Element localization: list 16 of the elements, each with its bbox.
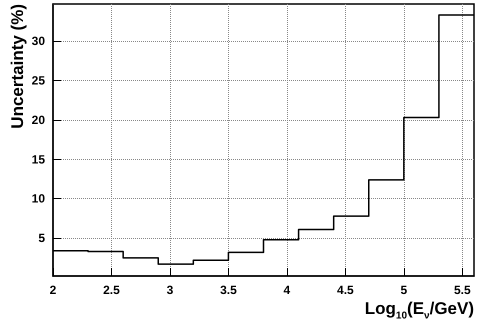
y-tick-label: 15 <box>32 152 46 166</box>
x-tick-label: 5.5 <box>454 283 471 297</box>
x-axis-title: Log$_{10}$(E$_{ν}$/GeV) <box>364 299 474 322</box>
y-tick-label: 30 <box>32 34 46 48</box>
x-tick-label: 3 <box>166 283 174 297</box>
x-tick-label: 2 <box>50 283 57 297</box>
x-tick-label: 2.5 <box>103 283 120 297</box>
x-tick-label: 3.5 <box>220 283 238 297</box>
x-tick-label: 4.5 <box>337 283 354 297</box>
y-tick-label: 5 <box>38 231 46 246</box>
x-tick-label: 5 <box>400 283 408 297</box>
y-tick-label: 10 <box>32 192 46 206</box>
x-tick-label: 4 <box>284 283 291 297</box>
y-axis-title: Uncertainty (%) <box>8 4 28 129</box>
y-tick-label: 25 <box>32 73 46 88</box>
y-tick-label: 20 <box>32 112 46 127</box>
